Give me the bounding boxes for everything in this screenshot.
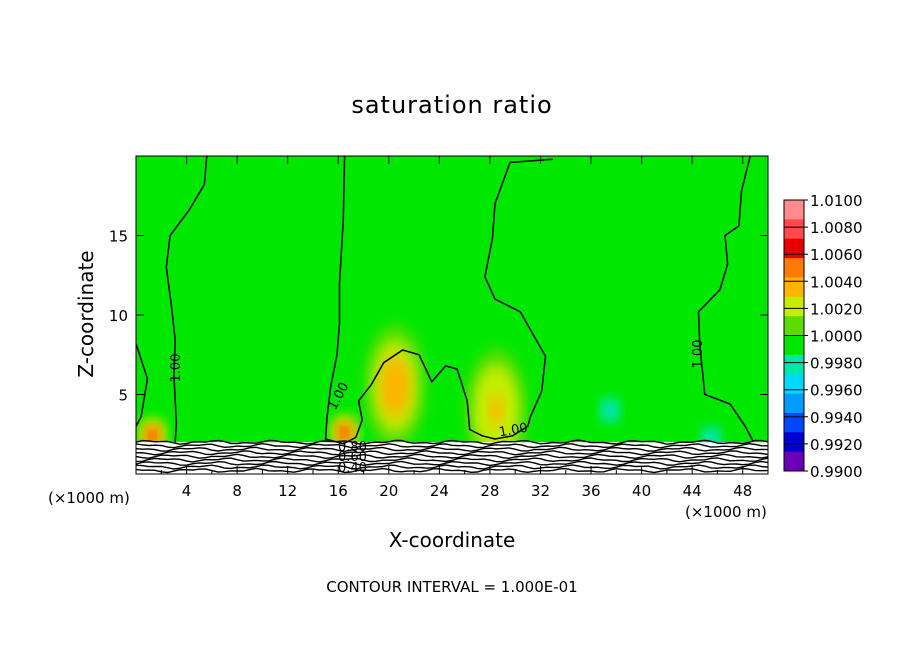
x-tick-label: 20	[379, 482, 398, 500]
x-tick-label: 48	[733, 482, 752, 500]
colorbar-band	[784, 277, 804, 298]
colorbar-band	[784, 200, 804, 220]
colorbar-band	[784, 451, 804, 472]
terrain-contour	[136, 450, 768, 456]
x-tick-label: 40	[632, 482, 651, 500]
field-minimum	[606, 405, 614, 415]
x-tick-label: 12	[278, 482, 297, 500]
colorbar-label: 0.9960	[810, 382, 863, 400]
colorbar-label: 1.0080	[810, 219, 863, 237]
colorbar: 1.0100 1.0080 1.0060 1.0040 1.0020 1.0000 0.99…	[783, 192, 863, 481]
contour-label: 0.80	[338, 440, 367, 455]
field-background	[136, 156, 768, 474]
colorbar-band	[784, 393, 804, 414]
x-unit-label-right: (×1000 m)	[685, 503, 767, 521]
field-maximum	[148, 431, 156, 441]
terrain-contour	[136, 464, 768, 470]
contour-interval-footer: CONTOUR INTERVAL = 1.000E-01	[326, 578, 577, 596]
terrain-contour	[136, 442, 768, 449]
colorbar-band	[784, 238, 804, 259]
contour-label: 0.40	[338, 461, 367, 476]
terrain-contour	[136, 439, 768, 445]
x-tick-label: 36	[581, 482, 600, 500]
colorbar-band	[784, 354, 804, 375]
contour-label: 1.00	[498, 421, 529, 441]
x-tick-label: 28	[480, 482, 499, 500]
terrain-contour	[136, 446, 768, 453]
colorbar-band	[784, 374, 804, 395]
y-axis-label: Z-coordinate	[74, 250, 98, 377]
colorbar-band	[784, 219, 804, 240]
colorbar-band	[784, 316, 804, 336]
colorbar-label: 1.0040	[810, 273, 863, 291]
terrain-contours	[136, 439, 768, 474]
terrain-contour	[136, 467, 768, 474]
colorbar-band	[784, 258, 804, 278]
contour-label: 1.00	[169, 354, 184, 383]
contour-line	[324, 156, 554, 445]
x-tick-label: 16	[329, 482, 348, 500]
y-axis: 5 10 15	[109, 228, 768, 405]
plot-area	[136, 156, 768, 474]
colorbar-label: 1.0020	[810, 300, 863, 318]
terrain-contour	[136, 457, 768, 463]
colorbar-label: 0.9900	[810, 463, 863, 481]
x-tick-label: 8	[232, 482, 242, 500]
chart-title: saturation ratio	[351, 91, 552, 119]
colorbar-label: 0.9940	[810, 409, 863, 427]
y-tick-label: 10	[109, 307, 128, 325]
colorbar-label: 0.9980	[810, 355, 863, 373]
field-maximum	[387, 371, 403, 403]
colorbar-label: 1.0000	[810, 328, 863, 346]
terrain-contour	[136, 453, 768, 460]
contour-labels: 1.00 1.00 1.00 1.00 0.80 0.60 0.40	[169, 340, 706, 476]
contour-line	[697, 156, 754, 441]
contour-lines	[136, 156, 754, 445]
contour-label: 0.60	[338, 450, 367, 465]
contour-line	[165, 156, 208, 443]
x-tick-label: 32	[531, 482, 550, 500]
colorbar-label: 1.0100	[810, 192, 863, 210]
contour-line	[136, 343, 149, 427]
x-axis-label: X-coordinate	[389, 528, 516, 552]
colorbar-band	[784, 296, 804, 317]
colorbar-label: 0.9920	[810, 436, 863, 454]
x-tick-label: 4	[182, 482, 192, 500]
x-axis: 4 8 12 16 20 24 28 32 36 40 44 48	[160, 156, 769, 500]
x-tick-label: 24	[430, 482, 449, 500]
field-maximum	[488, 394, 504, 426]
x-tick-label: 44	[683, 482, 702, 500]
x-unit-label: (×1000 m)	[48, 489, 130, 507]
y-tick-label: 5	[118, 387, 128, 405]
contour-label: 1.00	[691, 340, 706, 369]
field-maximum	[341, 428, 349, 438]
y-tick-label: 15	[109, 228, 128, 246]
colorbar-band	[784, 335, 804, 356]
terrain-contour	[136, 460, 768, 467]
colorbar-band	[784, 432, 804, 453]
colorbar-band	[784, 412, 804, 433]
colorbar-label: 1.0060	[810, 246, 863, 264]
